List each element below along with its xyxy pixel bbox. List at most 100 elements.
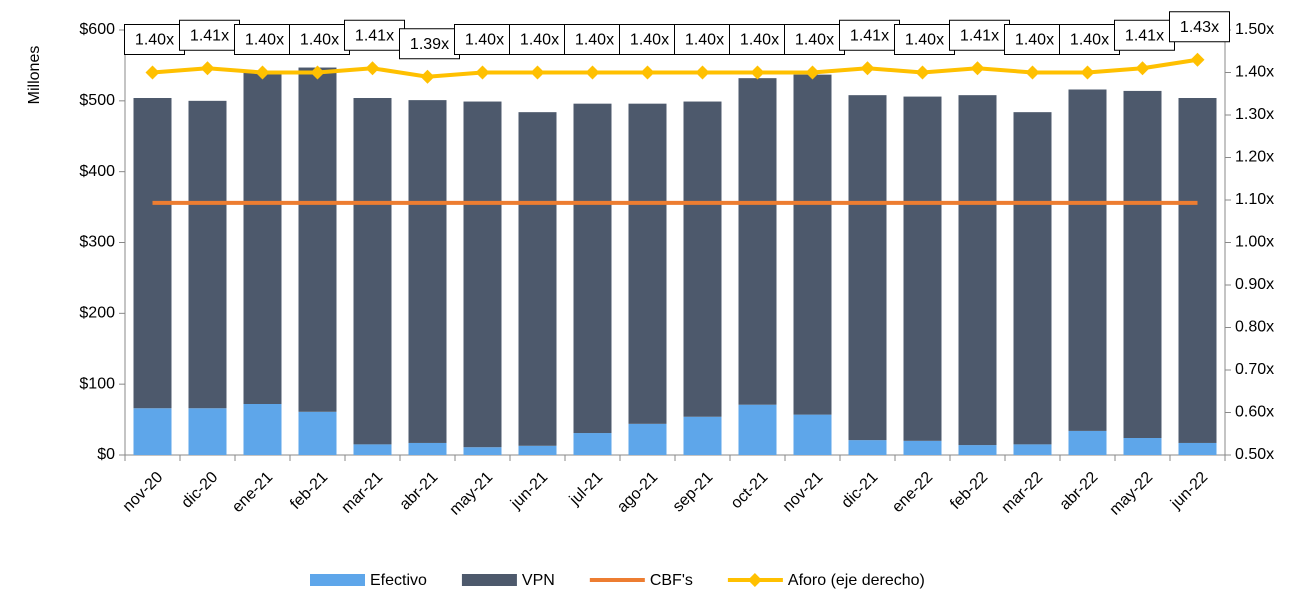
data-label-box	[454, 24, 515, 55]
data-label: 1.40x	[1070, 32, 1109, 49]
line-marker	[805, 65, 820, 80]
line-marker	[1135, 61, 1150, 76]
bar-segment	[683, 416, 722, 455]
y-tick-label: $100	[79, 375, 115, 392]
y2-tick-label: 1.50x	[1235, 21, 1274, 38]
data-label-box	[344, 19, 405, 51]
line-marker	[365, 61, 380, 76]
bar-segment	[793, 74, 832, 415]
line-marker	[750, 65, 765, 80]
bar-segment	[518, 445, 557, 455]
x-tick-label: jun-22	[1167, 469, 1211, 513]
bar-segment	[353, 444, 392, 455]
data-label: 1.40x	[135, 32, 174, 49]
legend-label: Aforo (eje derecho)	[788, 572, 925, 589]
x-tick-label: sep-21	[670, 469, 717, 516]
data-label-box	[674, 24, 735, 55]
bar-segment	[958, 445, 997, 455]
bar-segment	[683, 101, 722, 417]
bar-segment	[1123, 438, 1162, 455]
x-tick-label: dic-21	[838, 469, 881, 512]
data-label-box	[234, 24, 295, 55]
line-marker	[475, 65, 490, 80]
data-label: 1.40x	[630, 32, 669, 49]
bar-segment	[848, 95, 887, 441]
line-marker	[915, 65, 930, 80]
y-tick-label: $600	[79, 21, 115, 38]
line-marker	[145, 65, 160, 80]
bar-segment	[1068, 430, 1107, 455]
bar-segment	[848, 440, 887, 455]
y2-tick-label: 0.80x	[1235, 319, 1274, 336]
y2-tick-label: 1.20x	[1235, 149, 1274, 166]
y2-tick-label: 1.00x	[1235, 234, 1274, 251]
data-label-box	[564, 24, 625, 55]
x-tick-label: ago-21	[614, 469, 661, 516]
bar-segment	[408, 100, 447, 443]
legend-label: VPN	[522, 572, 555, 589]
data-label-box	[1004, 24, 1065, 55]
data-label-box	[124, 24, 185, 55]
bar-segment	[1178, 98, 1217, 443]
bar-segment	[298, 411, 337, 455]
bar-segment	[1178, 442, 1217, 455]
y2-tick-label: 0.70x	[1235, 361, 1274, 378]
x-tick-label: feb-21	[287, 469, 331, 513]
y-tick-label: $400	[79, 163, 115, 180]
bar-segment	[408, 442, 447, 455]
data-label-box	[509, 24, 570, 55]
x-tick-label: jun-21	[507, 469, 551, 513]
x-tick-label: dic-20	[178, 469, 221, 512]
y-tick-label: $500	[79, 92, 115, 109]
line-marker	[860, 61, 875, 76]
bar-segment	[628, 423, 667, 455]
x-tick-label: ene-22	[889, 469, 936, 516]
data-label: 1.41x	[190, 27, 229, 44]
y-tick-label: $0	[97, 446, 115, 463]
legend-marker	[747, 573, 762, 587]
bar-segment	[1013, 444, 1052, 455]
line-marker	[255, 65, 270, 80]
bar-segment	[903, 96, 942, 441]
data-label-box	[1169, 11, 1230, 43]
bar-segment	[353, 98, 392, 445]
x-tick-label: feb-22	[947, 469, 991, 513]
data-label: 1.39x	[410, 36, 449, 53]
bar-segment	[243, 71, 282, 405]
bar-segment	[573, 433, 612, 455]
data-label: 1.41x	[355, 27, 394, 44]
data-label-box	[399, 28, 460, 60]
data-label: 1.40x	[740, 32, 779, 49]
bar-segment	[573, 103, 612, 434]
line-marker	[1080, 65, 1095, 80]
data-label: 1.40x	[795, 32, 834, 49]
bar-segment	[188, 408, 227, 455]
data-label: 1.43x	[1180, 19, 1219, 36]
y-tick-label: $200	[79, 305, 115, 322]
data-label: 1.41x	[850, 27, 889, 44]
data-label: 1.40x	[245, 32, 284, 49]
legend-swatch	[461, 574, 517, 586]
bar-segment	[463, 101, 502, 448]
line-marker	[310, 65, 325, 80]
x-tick-label: may-22	[1107, 469, 1157, 519]
bar-segment	[738, 78, 777, 405]
x-tick-label: may-21	[447, 469, 497, 519]
x-tick-label: oct-21	[728, 469, 772, 513]
y-axis-title: Millones	[26, 46, 43, 105]
bar-segment	[793, 414, 832, 455]
y2-tick-label: 0.50x	[1235, 446, 1274, 463]
x-tick-label: nov-20	[120, 469, 167, 516]
legend-label: CBF's	[650, 572, 693, 589]
legend-swatch	[310, 574, 365, 586]
x-tick-label: ene-21	[229, 469, 276, 516]
line-marker	[530, 65, 545, 80]
line-marker	[200, 61, 215, 76]
data-label-box	[619, 24, 680, 55]
bar-segment	[1068, 89, 1107, 431]
y-tick-label: $300	[79, 234, 115, 251]
x-tick-label: jul-21	[566, 469, 606, 509]
line-marker	[695, 65, 710, 80]
line-marker	[970, 61, 985, 76]
data-label-box	[1059, 24, 1120, 55]
